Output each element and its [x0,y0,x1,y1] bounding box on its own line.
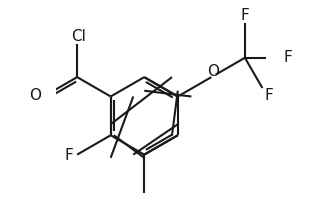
Text: O: O [207,64,220,79]
Text: O: O [30,88,42,103]
Text: Cl: Cl [71,29,86,44]
Text: F: F [264,88,273,103]
Text: F: F [65,148,73,163]
Text: F: F [241,8,249,23]
Text: F: F [284,50,293,65]
